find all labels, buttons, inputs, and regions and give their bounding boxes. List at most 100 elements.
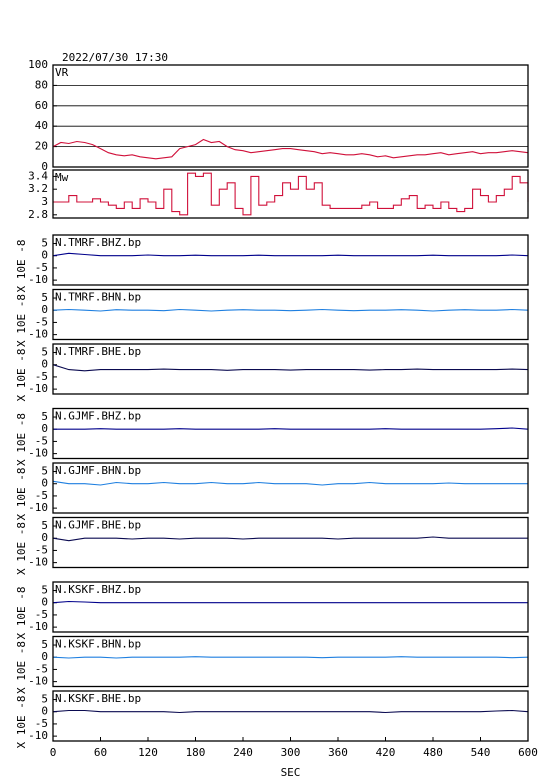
y-axis-label: X 10E -8 <box>15 413 28 466</box>
data-line <box>52 480 528 486</box>
y-tick-label: 3 <box>41 195 48 208</box>
data-line <box>52 536 528 542</box>
y-tick-label: -10 <box>28 620 48 633</box>
data-line <box>52 709 529 714</box>
x-tick-label: 180 <box>186 746 206 759</box>
x-tick-label: 240 <box>233 746 253 759</box>
y-axis-label: X 10E -8 <box>15 522 28 575</box>
y-tick-label: 3.4 <box>28 169 48 182</box>
x-tick-label: 480 <box>423 746 443 759</box>
panel-frame <box>52 407 529 460</box>
y-tick-label: 0 <box>41 705 48 718</box>
x-tick-label: 420 <box>376 746 396 759</box>
y-tick-label: -5 <box>35 662 48 675</box>
x-tick-label: 540 <box>471 746 491 759</box>
y-tick-label: 5 <box>41 237 48 250</box>
y-tick-label: 0 <box>41 160 48 173</box>
y-axis-label: X 10E -8 <box>15 294 28 347</box>
x-tick-label: 120 <box>138 746 158 759</box>
panel-label: N.GJMF.BHE.bp <box>55 519 141 532</box>
y-tick-label: 0 <box>41 596 48 609</box>
y-tick-label: 5 <box>41 584 48 597</box>
y-tick-label: 0 <box>41 422 48 435</box>
panel-frame <box>52 581 529 633</box>
panel-frame <box>52 462 529 514</box>
y-tick-label: -10 <box>28 273 48 286</box>
y-tick-label: 5 <box>41 693 48 706</box>
y-tick-label: 5 <box>41 410 48 423</box>
panel-label: N.TMRF.BHN.bp <box>55 291 141 304</box>
y-tick-label: 2.8 <box>28 208 48 221</box>
y-axis-label: X 10E -8 <box>15 587 28 640</box>
y-axis-label: X 10E -8 <box>15 696 28 749</box>
panel-frame <box>52 343 529 395</box>
y-tick-label: -10 <box>28 328 48 341</box>
data-line <box>53 172 529 216</box>
x-tick-label: 60 <box>94 746 107 759</box>
y-tick-label: 20 <box>35 140 48 153</box>
data-line <box>52 308 529 312</box>
y-tick-label: -5 <box>35 717 48 730</box>
y-tick-label: -5 <box>35 434 48 447</box>
y-tick-label: 5 <box>41 465 48 478</box>
y-axis-label: X 10E -8 <box>15 240 28 293</box>
y-axis-label: X 10E -8 <box>15 349 28 402</box>
panel-label: N.GJMF.BHN.bp <box>55 464 141 477</box>
y-axis-label: X 10E -8 <box>15 468 28 521</box>
y-tick-label: 5 <box>41 638 48 651</box>
y-tick-label: 100 <box>28 58 48 71</box>
panel-label: N.TMRF.BHE.bp <box>55 345 141 358</box>
chart-title: 2022/07/30 17:30 <box>62 51 168 64</box>
y-tick-label: -5 <box>35 608 48 621</box>
panel-frame <box>52 234 529 286</box>
data-line <box>53 427 529 430</box>
y-tick-label: 5 <box>41 346 48 359</box>
panel-label: N.TMRF.BHZ.bp <box>55 236 141 249</box>
y-tick-label: 0 <box>41 650 48 663</box>
y-axis-label: X 10E -8 <box>15 641 28 694</box>
y-tick-label: 5 <box>41 291 48 304</box>
data-line <box>52 138 529 160</box>
data-line <box>52 656 529 659</box>
y-tick-label: -10 <box>28 556 48 569</box>
y-tick-label: -5 <box>35 261 48 274</box>
y-tick-label: -5 <box>35 370 48 383</box>
x-tick-label: 300 <box>281 746 301 759</box>
y-tick-label: 80 <box>35 78 48 91</box>
y-tick-label: -10 <box>28 501 48 514</box>
panel-label: VR <box>55 66 69 79</box>
y-tick-label: 0 <box>41 303 48 316</box>
data-line <box>52 600 528 604</box>
y-tick-label: 0 <box>41 249 48 262</box>
data-line <box>52 364 529 372</box>
y-tick-label: -10 <box>28 675 48 688</box>
y-tick-label: 3.2 <box>28 182 48 195</box>
y-tick-label: 0 <box>41 358 48 371</box>
x-tick-label: 0 <box>50 746 57 759</box>
y-tick-label: -5 <box>35 315 48 328</box>
panel-frame <box>52 516 529 569</box>
y-tick-label: 0 <box>41 477 48 490</box>
panel-frame <box>52 635 529 688</box>
y-tick-label: -10 <box>28 382 48 395</box>
panel-label: Mw <box>55 171 69 184</box>
panel-label: N.KSKF.BHZ.bp <box>55 583 141 596</box>
panel-frame <box>52 64 529 168</box>
y-tick-label: -5 <box>35 543 48 556</box>
panel-frame <box>52 288 529 341</box>
panel-frame <box>52 169 529 219</box>
y-tick-label: -10 <box>28 447 48 460</box>
y-tick-label: 5 <box>41 519 48 532</box>
panel-label: N.GJMF.BHZ.bp <box>55 410 141 423</box>
y-tick-label: -5 <box>35 489 48 502</box>
x-axis-label: SEC <box>281 766 301 779</box>
y-tick-label: -10 <box>28 729 48 742</box>
data-line <box>52 252 529 257</box>
x-tick-label: 600 <box>518 746 538 759</box>
y-tick-label: 40 <box>35 119 48 132</box>
y-tick-label: 60 <box>35 99 48 112</box>
y-tick-label: 0 <box>41 531 48 544</box>
x-tick-label: 360 <box>328 746 348 759</box>
panel-label: N.KSKF.BHE.bp <box>55 692 141 705</box>
